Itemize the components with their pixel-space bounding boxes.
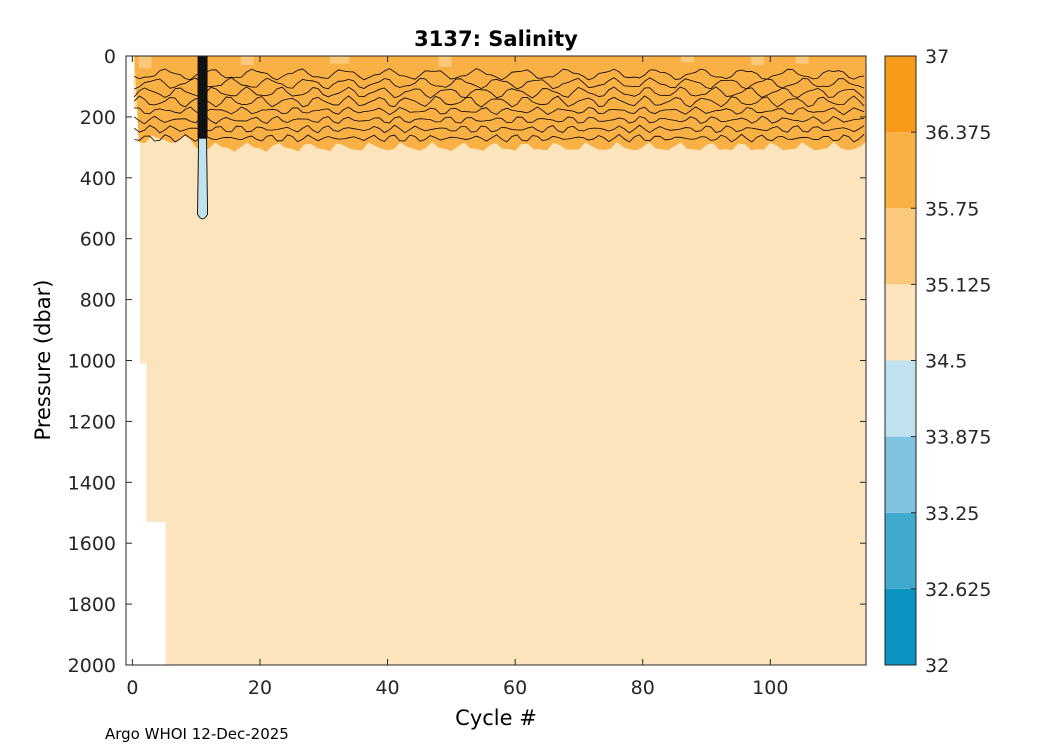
mid-salinity-patch bbox=[795, 56, 809, 64]
y-tick-label: 200 bbox=[80, 107, 116, 129]
mid-salinity-patch bbox=[681, 56, 694, 63]
low-salinity-anomaly bbox=[197, 137, 209, 220]
colorbar-band bbox=[885, 284, 916, 361]
surface-salty-layer bbox=[134, 56, 867, 152]
colorbar-tick-label: 32.625 bbox=[925, 579, 991, 601]
deep-salinity-field bbox=[140, 56, 147, 364]
chart-title: 3137: Salinity bbox=[414, 27, 578, 51]
salinity-contour-line bbox=[134, 106, 865, 116]
y-axis-label: Pressure (dbar) bbox=[31, 280, 55, 441]
y-tick-label: 600 bbox=[80, 229, 116, 251]
colorbar-tick-label: 36.375 bbox=[925, 122, 991, 144]
x-tick-label: 100 bbox=[752, 677, 788, 699]
colorbar: 32 32.625 33.25 33.875 34.5 35.125 35.75 36.375… bbox=[884, 46, 991, 677]
colorbar-tick-label: 32 bbox=[925, 655, 949, 677]
x-tick-label: 20 bbox=[248, 677, 272, 699]
y-tick-label: 1200 bbox=[68, 411, 116, 433]
salinity-contour-line bbox=[134, 133, 865, 143]
plot-area bbox=[133, 56, 867, 665]
mid-salinity-patch bbox=[138, 56, 152, 69]
y-tick-label: 1000 bbox=[68, 351, 116, 373]
colorbar-tick-label: 37 bbox=[925, 46, 949, 68]
salinity-contour-line bbox=[134, 68, 865, 81]
anomaly-dense-contours bbox=[197, 56, 208, 139]
colorbar-band bbox=[885, 512, 916, 589]
salinity-contour-line bbox=[134, 77, 865, 90]
x-tick-label: 40 bbox=[375, 677, 399, 699]
colorbar-band bbox=[885, 360, 916, 437]
x-tick-label: 0 bbox=[126, 677, 138, 699]
footer-credit: Argo WHOI 12-Dec-2025 bbox=[105, 725, 289, 743]
y-tick-label: 1600 bbox=[68, 533, 116, 555]
colorbar-band bbox=[885, 436, 916, 513]
colorbar-tick-label: 34.5 bbox=[925, 351, 967, 373]
colorbar-tick-label: 35.125 bbox=[925, 274, 991, 296]
colorbar-band bbox=[885, 132, 916, 209]
salinity-contour-line bbox=[134, 124, 865, 134]
y-tick-label: 800 bbox=[80, 290, 116, 312]
colorbar-band bbox=[885, 208, 916, 285]
salinity-contours bbox=[133, 56, 865, 220]
x-axis-label: Cycle # bbox=[455, 706, 537, 730]
axes: 0 20 40 60 80 1000200400600800100012001400160… bbox=[68, 46, 867, 699]
mid-salinity-patch bbox=[751, 56, 764, 66]
deep-salinity-field bbox=[146, 56, 166, 522]
x-tick-label: 60 bbox=[503, 677, 527, 699]
x-tick-label: 80 bbox=[631, 677, 655, 699]
y-tick-label: 1800 bbox=[68, 594, 116, 616]
colorbar-band bbox=[885, 588, 916, 665]
colorbar-band bbox=[885, 56, 916, 133]
deep-salinity-field bbox=[165, 56, 866, 665]
colorbar-tick-label: 35.75 bbox=[925, 198, 979, 220]
y-tick-label: 0 bbox=[104, 46, 116, 68]
salinity-contour-line bbox=[134, 95, 865, 108]
salinity-contour-line bbox=[134, 115, 865, 125]
salinity-contour-line bbox=[133, 86, 865, 99]
y-tick-label: 400 bbox=[80, 168, 116, 190]
y-tick-label: 1400 bbox=[68, 472, 116, 494]
colorbar-tick-label: 33.25 bbox=[925, 503, 979, 525]
colorbar-tick-label: 33.875 bbox=[925, 427, 991, 449]
y-tick-label: 2000 bbox=[68, 655, 116, 677]
mid-salinity-patch bbox=[240, 56, 254, 66]
mid-salinity-patch bbox=[330, 56, 350, 64]
mid-salinity-patch bbox=[438, 56, 452, 67]
